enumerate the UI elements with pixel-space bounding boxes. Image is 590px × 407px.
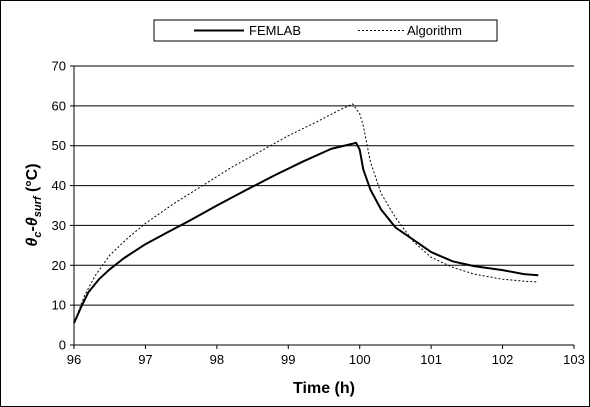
legend-box [153, 19, 498, 42]
x-tick-labels: 96 97 98 99 100 101 102 103 [67, 352, 585, 367]
y-tick-label-6: 60 [52, 98, 66, 113]
x-tick-label-7: 103 [563, 352, 585, 367]
y-tick-label-1: 10 [52, 298, 66, 313]
y-axis-label: θc-θsurf (°C) [24, 163, 44, 246]
y-label-symbol: θ [24, 238, 41, 247]
x-tick-label-5: 101 [420, 352, 442, 367]
y-tick-label-3: 30 [52, 218, 66, 233]
x-tick-label-4: 100 [349, 352, 371, 367]
plot-area [74, 66, 574, 345]
legend: FEMLAB Algorithm [153, 19, 498, 42]
y-label-sub1: c [32, 232, 44, 238]
legend-label-algorithm: Algorithm [407, 23, 462, 38]
y-tick-label-7: 70 [52, 59, 66, 74]
y-label-sub2: surf [32, 195, 44, 217]
y-label-symbol-2: θ [24, 217, 41, 226]
x-tick-label-2: 98 [210, 352, 224, 367]
x-tick-label-3: 99 [281, 352, 295, 367]
x-tick-label-6: 102 [492, 352, 514, 367]
gridlines [74, 65, 574, 306]
x-axis-label: Time (h) [293, 380, 355, 397]
y-label-unit: (°C) [24, 163, 41, 196]
y-label-dash: - [24, 226, 41, 231]
y-tick-label-2: 20 [52, 258, 66, 273]
y-tick-labels: 0 10 20 30 40 50 60 70 [52, 59, 66, 353]
legend-label-femlab: FEMLAB [249, 23, 301, 38]
y-tick-label-0: 0 [59, 338, 66, 353]
y-tick-label-4: 40 [52, 178, 66, 193]
series-line-femlab [73, 141, 539, 324]
series-lines [73, 103, 539, 324]
series-line-algorithm [73, 103, 539, 324]
x-tick-label-0: 96 [67, 352, 81, 367]
x-tick-label-1: 97 [138, 352, 152, 367]
axes [70, 65, 575, 349]
y-tick-label-5: 50 [52, 138, 66, 153]
